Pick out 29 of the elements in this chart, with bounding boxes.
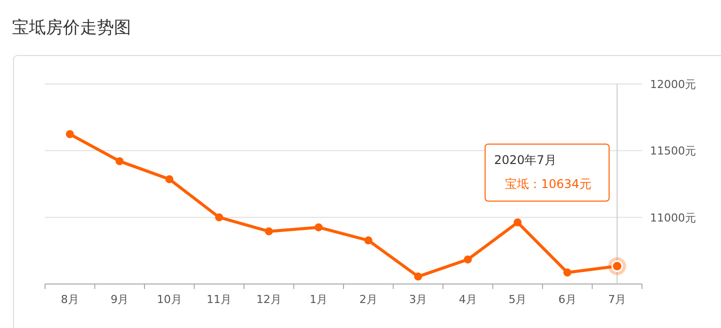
chart-title: 宝坻房价走势图 bbox=[12, 18, 131, 38]
x-tick-label: 2月 bbox=[359, 293, 378, 306]
x-tick-label: 12月 bbox=[256, 293, 282, 306]
point bbox=[364, 236, 372, 244]
y-tick-label: 12000元 bbox=[650, 78, 696, 91]
point bbox=[215, 213, 224, 222]
point bbox=[414, 272, 422, 281]
x-tick-label: 7月 bbox=[608, 293, 626, 306]
point bbox=[563, 268, 572, 277]
point bbox=[464, 255, 472, 264]
y-tick-label: 11000元 bbox=[650, 211, 696, 224]
x-tick-label: 11月 bbox=[206, 293, 232, 306]
x-tick-label: 1月 bbox=[310, 293, 328, 306]
x-tick-label: 4月 bbox=[458, 293, 477, 306]
x-tick-label: 5月 bbox=[508, 293, 527, 306]
point bbox=[264, 227, 273, 236]
point bbox=[514, 218, 522, 226]
point bbox=[116, 157, 124, 166]
point bbox=[314, 223, 323, 232]
x-tick-label: 8月 bbox=[60, 293, 79, 306]
point bbox=[165, 175, 174, 184]
x-tick-label: 3月 bbox=[409, 293, 428, 306]
point bbox=[66, 130, 74, 138]
x-tick-label: 10月 bbox=[156, 293, 182, 306]
y-tick-label: 11500元 bbox=[650, 144, 696, 158]
x-tick-label: 6月 bbox=[558, 293, 576, 306]
annotation: 宝坻：10634元 bbox=[505, 177, 592, 192]
annotation: 2020年7月 bbox=[494, 153, 556, 168]
x-tick-label: 9月 bbox=[110, 293, 129, 306]
